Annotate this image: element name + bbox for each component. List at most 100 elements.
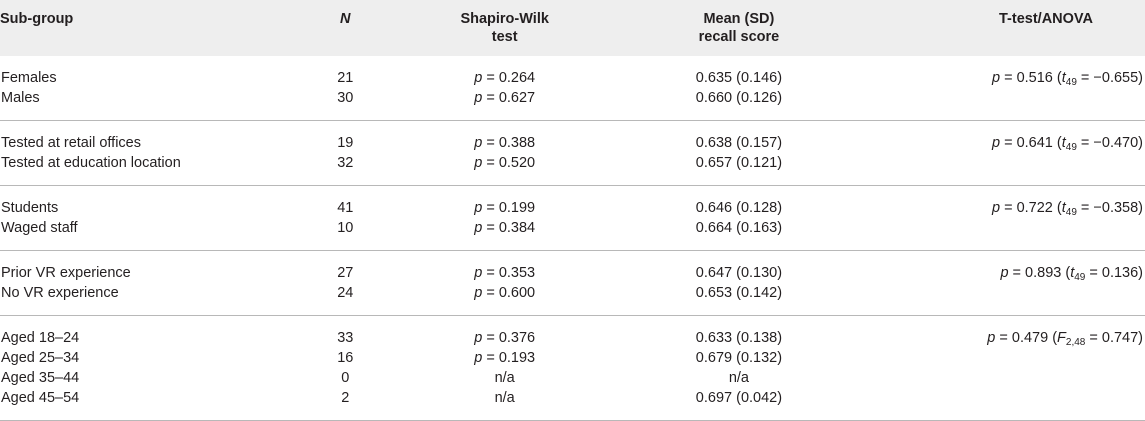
test-cell	[854, 348, 1145, 368]
table-row: Tested at retail offices 19 p = 0.388 0.638…	[0, 121, 1145, 154]
n-cell: 19	[337, 135, 354, 151]
header-subgroup: Sub-group	[0, 11, 74, 27]
subgroup-cell: Aged 25–34	[1, 350, 80, 366]
n-cell: 2	[305, 388, 386, 421]
table-row: No VR experience 24 p = 0.600 0.653 (0.142)	[0, 283, 1145, 316]
table-row: Aged 25–34 16 p = 0.193 0.679 (0.132)	[0, 348, 1145, 368]
subgroup-cell: Tested at retail offices	[1, 135, 141, 151]
mean-sd-cell: 0.697 (0.042)	[624, 388, 854, 421]
table-row: Aged 35–44 0 n/a n/a	[0, 368, 1145, 388]
shapiro-wilk-cell: p = 0.353	[474, 265, 536, 281]
subgroup-cell: Prior VR experience	[1, 265, 131, 281]
p-symbol: p	[991, 135, 1001, 151]
n-cell: 16	[337, 350, 354, 366]
subgroup-cell: Females	[1, 70, 57, 86]
subgroup-cell: Males	[0, 88, 306, 121]
test-cell	[853, 153, 1145, 186]
header-shapiro-wilk: Shapiro-Wilk test	[460, 11, 549, 45]
stat-df: 49	[1065, 142, 1077, 153]
test-cell	[853, 388, 1145, 421]
test-cell: p = 0.516 (t49 = −0.655)	[991, 70, 1143, 88]
p-symbol: p	[474, 265, 483, 281]
n-cell: 27	[337, 265, 354, 281]
mean-sd-cell: 0.646 (0.128)	[695, 200, 783, 216]
test-cell: p = 0.479 (F2,48 = 0.747)	[987, 330, 1143, 348]
p-symbol: p	[474, 135, 483, 151]
p-symbol: p	[1000, 265, 1009, 281]
stat-symbol: t	[1061, 70, 1066, 86]
test-cell: p = 0.641 (t49 = −0.470)	[991, 135, 1143, 153]
p-symbol: p	[474, 330, 483, 346]
subgroup-cell: Waged staff	[0, 218, 306, 251]
header-mean-sd: Mean (SD) recall score	[698, 11, 780, 45]
shapiro-wilk-cell: p = 0.384	[385, 218, 625, 251]
shapiro-wilk-cell: p = 0.627	[385, 88, 625, 121]
mean-sd-cell: 0.664 (0.163)	[624, 218, 854, 251]
table-row: Prior VR experience 27 p = 0.353 0.647 (0.1…	[0, 251, 1145, 284]
n-cell: 30	[305, 88, 386, 121]
mean-sd-cell: n/a	[728, 370, 750, 386]
test-cell	[853, 218, 1145, 251]
stat-df: 49	[1065, 207, 1077, 218]
test-cell	[853, 283, 1145, 316]
shapiro-wilk-cell: p = 0.376	[474, 330, 536, 346]
shapiro-wilk-cell: n/a	[385, 388, 625, 421]
stat-df: 2,48	[1065, 337, 1086, 348]
n-cell: 21	[337, 70, 354, 86]
p-symbol: p	[987, 330, 996, 346]
header-test: T-test/ANOVA	[999, 11, 1093, 27]
table-body: Females 21 p = 0.264 0.635 (0.146) p = 0.516…	[0, 56, 1145, 421]
n-cell: 24	[305, 283, 386, 316]
shapiro-wilk-cell: n/a	[494, 370, 515, 386]
p-symbol: p	[474, 200, 483, 216]
mean-sd-cell: 0.679 (0.132)	[695, 350, 783, 366]
test-cell	[853, 88, 1145, 121]
mean-sd-cell: 0.653 (0.142)	[624, 283, 854, 316]
shapiro-wilk-cell: p = 0.264	[474, 70, 536, 86]
p-symbol: p	[474, 220, 483, 236]
p-symbol: p	[474, 350, 483, 366]
p-symbol: p	[474, 155, 483, 171]
subgroup-cell: Tested at education location	[0, 153, 306, 186]
p-symbol: p	[474, 285, 483, 301]
table-row: Students 41 p = 0.199 0.646 (0.128) p = 0.72…	[0, 186, 1145, 219]
table-row: Females 21 p = 0.264 0.635 (0.146) p = 0.516…	[0, 56, 1145, 88]
stat-df: 49	[1065, 77, 1077, 88]
n-cell: 10	[305, 218, 386, 251]
header-row: Sub-group N Shapiro-Wilk test Mean (SD) re…	[0, 0, 1145, 56]
subgroup-cell: Aged 45–54	[0, 388, 306, 421]
test-cell: p = 0.893 (t49 = 0.136)	[1000, 265, 1143, 283]
mean-sd-cell: 0.657 (0.121)	[624, 153, 854, 186]
p-symbol: p	[991, 200, 1001, 216]
table-row: Males 30 p = 0.627 0.660 (0.126)	[0, 88, 1145, 121]
mean-sd-cell: 0.647 (0.130)	[695, 265, 783, 281]
stat-symbol: t	[1070, 265, 1075, 281]
p-symbol: p	[474, 70, 483, 86]
p-symbol: p	[991, 70, 1001, 86]
n-cell: 41	[337, 200, 354, 216]
subgroup-cell: Students	[1, 200, 59, 216]
subgroup-cell: Aged 35–44	[1, 370, 80, 386]
p-symbol: p	[474, 90, 483, 106]
mean-sd-cell: 0.660 (0.126)	[624, 88, 854, 121]
table-row: Tested at education location 32 p = 0.520 0…	[0, 153, 1145, 186]
stat-symbol: F	[1057, 330, 1066, 346]
stat-symbol: t	[1061, 135, 1066, 151]
shapiro-wilk-cell: p = 0.520	[385, 153, 625, 186]
mean-sd-cell: 0.638 (0.157)	[695, 135, 783, 151]
table-row: Aged 18–24 33 p = 0.376 0.633 (0.138) p = 0.…	[0, 316, 1145, 349]
mean-sd-cell: 0.633 (0.138)	[695, 330, 783, 346]
test-cell: p = 0.722 (t49 = −0.358)	[991, 200, 1143, 218]
test-cell	[854, 368, 1145, 388]
stat-df: 49	[1074, 272, 1086, 283]
subgroup-cell: Aged 18–24	[1, 330, 80, 346]
stat-symbol: t	[1061, 200, 1066, 216]
shapiro-wilk-cell: p = 0.193	[474, 350, 536, 366]
n-cell: 0	[341, 370, 350, 386]
header-n: N	[340, 11, 351, 27]
shapiro-wilk-cell: p = 0.600	[385, 283, 625, 316]
table-row: Aged 45–54 2 n/a 0.697 (0.042)	[0, 388, 1145, 421]
n-cell: 32	[305, 153, 386, 186]
mean-sd-cell: 0.635 (0.146)	[695, 70, 783, 86]
